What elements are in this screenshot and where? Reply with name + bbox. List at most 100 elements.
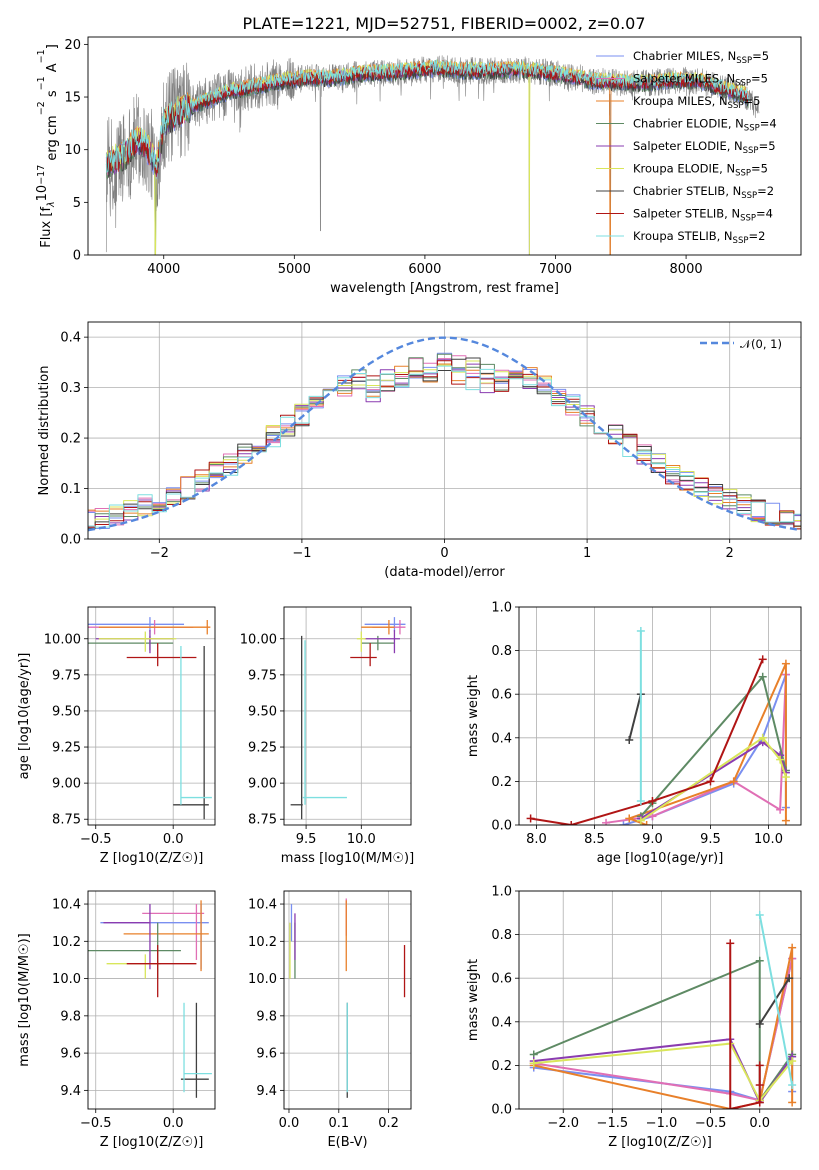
figure-title: PLATE=1221, MJD=52751, FIBERID=0002, z=0… [242, 14, 645, 33]
y-tick-label: 10.0 [52, 972, 81, 987]
legend-label: Kroupa MILES, NSSP=5 [633, 94, 760, 111]
weight-line-2 [533, 958, 794, 1102]
weight-line-8 [530, 658, 764, 825]
legend-text-tail: =5 [751, 72, 768, 86]
y-tick-label: 0.2 [491, 775, 512, 790]
legend-label: Salpeter STELIB, NSSP=4 [633, 207, 773, 224]
legend-label: Salpeter ELODIE, NSSP=5 [633, 139, 776, 156]
panel-weight-vs-Z: −2.0 −1.5 −1.0 −0.5 0.0 0.0 0.2 0.4 0.6 0.8 1.0 Z [… [466, 885, 802, 1150]
gaussian-curve [88, 336, 801, 532]
axes-frame [87, 321, 802, 540]
panel-age-vs-mass: 9.5 10.0 8.75 9.00 9.25 9.50 9.75 10.00 mass [lo… [240, 606, 414, 866]
y-axis-label: mass weight [466, 959, 481, 1041]
x-tick-label: 9.0 [642, 832, 663, 847]
y-axis-label-part: −17 [36, 165, 47, 185]
legend-text-sub: SSP [735, 79, 751, 89]
legend-label: Chabrier ELODIE, NSSP=4 [633, 117, 777, 134]
histogram-step-9 [88, 365, 801, 528]
y-tick-label: 9.6 [60, 1047, 81, 1062]
weight-line-6 [533, 1042, 793, 1102]
weight-line-2 [605, 674, 787, 824]
y-tick-label: 20 [64, 38, 81, 53]
panel-spectrum: 4000 5000 6000 7000 8000 0 5 10 15 20 wavelength [… [35, 36, 802, 296]
x-tick-label: 0.2 [378, 1116, 399, 1131]
x-axis-label: Z [log10(Z/Z☉)] [100, 1135, 204, 1150]
y-tick-label: 10 [64, 143, 81, 158]
plot-area-weight-vs-Z [529, 910, 797, 1109]
legend-text-sub: SSP [733, 236, 749, 246]
legend-text-base: Salpeter STELIB, N [633, 207, 740, 221]
y-tick-label: 0.0 [60, 533, 81, 548]
legend-label: Salpeter MILES, NSSP=5 [633, 72, 768, 89]
y-tick-label: 0.1 [60, 482, 81, 497]
weight-line-1 [533, 957, 794, 1102]
x-tick-label: −1.5 [597, 1116, 629, 1131]
x-axis-label: Z [log10(Z/Z☉)] [608, 1135, 712, 1150]
y-tick-label: 9.25 [248, 741, 277, 756]
plot-area-spectrum [105, 55, 760, 255]
panel-residuals: −2 −1 0 1 2 0.0 0.1 0.2 0.3 0.4 (data-model)/error… [37, 321, 802, 580]
legend-text-tail: =5 [743, 94, 760, 108]
y-tick-label: 9.4 [60, 1084, 81, 1099]
y-tick-label: 10.00 [240, 632, 277, 647]
weight-line-9 [758, 914, 794, 1086]
plot-area-mass-vs-Z [88, 900, 212, 1098]
histogram-step-6 [88, 360, 801, 530]
weight-line-7 [758, 977, 791, 1025]
legend-text-sub: SSP [735, 169, 751, 179]
x-tick-label: 0.0 [749, 1116, 770, 1131]
y-axis-label: mass weight [466, 675, 481, 757]
x-tick-label: 6000 [408, 262, 441, 277]
y-axis-label-part: 10 [35, 185, 50, 202]
weight-line-5 [533, 1038, 793, 1104]
x-tick-label: −2.0 [547, 1116, 579, 1131]
y-tick-label: 0 [73, 249, 81, 264]
x-axis-label: Z [log10(Z/Z☉)] [100, 851, 204, 866]
axes-frame [518, 890, 802, 1110]
x-tick-label: 8.5 [584, 832, 605, 847]
x-tick-label: −0.5 [80, 832, 112, 847]
y-tick-label: 8.75 [52, 813, 81, 828]
legend-label: Chabrier STELIB, NSSP=2 [633, 184, 774, 201]
x-axis-label: (data-model)/error [384, 565, 505, 580]
legend-text-sub: SSP [740, 214, 756, 224]
y-tick-label: 0.6 [491, 688, 512, 703]
y-tick-label: 9.25 [52, 741, 81, 756]
plot-area-age-vs-Z [88, 617, 212, 820]
histogram-step-1 [88, 352, 801, 529]
y-tick-label: 1.0 [491, 601, 512, 616]
y-tick-label: 9.75 [248, 668, 277, 683]
x-axis-label: wavelength [Angstrom, rest frame] [330, 281, 559, 296]
spectrum-model-9 [105, 59, 749, 173]
legend-label: Kroupa STELIB, NSSP=2 [633, 229, 765, 246]
x-tick-label: 0.0 [163, 1116, 184, 1131]
plot-area-residuals [88, 336, 801, 532]
y-tick-label: 5 [73, 196, 81, 211]
legend-text-tail: =4 [756, 207, 773, 221]
weight-line-6 [640, 736, 787, 822]
y-tick-label: 10.0 [248, 972, 277, 987]
y-axis-label-part: ] [45, 44, 60, 49]
spectrum-model-6 [105, 59, 749, 255]
x-axis-label: E(B-V) [327, 1135, 367, 1150]
y-axis-label-part: −1 [36, 76, 47, 90]
y-tick-label: 0.8 [491, 928, 512, 943]
y-tick-label: 10.2 [52, 935, 81, 950]
legend-text-tail: =2 [757, 184, 774, 198]
legend-text-base: Salpeter ELODIE, N [633, 139, 743, 153]
y-axis-label-part: A [45, 63, 60, 76]
weight-line-7 [628, 693, 642, 741]
y-tick-label: 10.4 [248, 898, 277, 913]
y-tick-label: 9.00 [52, 777, 81, 792]
weight-line-3 [533, 946, 794, 1109]
y-tick-label: 9.50 [52, 704, 81, 719]
y-tick-label: 10.2 [248, 935, 277, 950]
x-axis-label: age [log10(age/yr)] [597, 851, 724, 866]
x-tick-label: 9.5 [296, 832, 317, 847]
histogram-step-5 [88, 359, 801, 530]
y-tick-label: 9.6 [256, 1047, 277, 1062]
x-tick-label: 5000 [278, 262, 311, 277]
y-axis-label-part: erg cm [45, 115, 60, 164]
legend-text-tail: =5 [759, 139, 776, 153]
axes-frame [518, 606, 802, 826]
